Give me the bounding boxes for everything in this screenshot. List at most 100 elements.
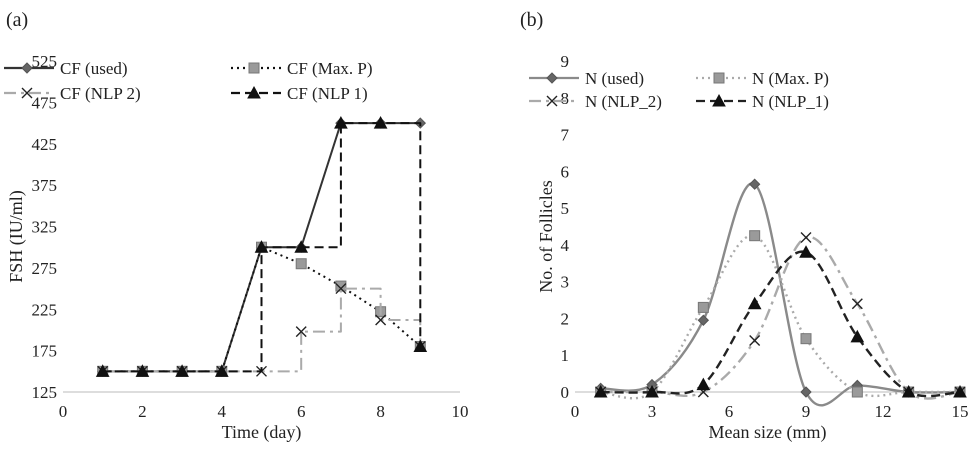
y-axis-label: No. of Follicles xyxy=(536,180,556,293)
data-point xyxy=(135,364,150,377)
data-point xyxy=(851,298,863,310)
y-axis-label: FSH (IU/ml) xyxy=(6,190,27,283)
data-point xyxy=(413,339,428,352)
data-point xyxy=(175,364,189,377)
x-axis-label: Mean size (mm) xyxy=(709,422,827,443)
data-point xyxy=(95,364,110,377)
data-point xyxy=(295,258,307,270)
legend-label: CF (NLP 1) xyxy=(287,84,368,103)
series-b-3 xyxy=(595,232,966,400)
data-point xyxy=(901,384,916,398)
legend-marker xyxy=(712,93,726,107)
data-point xyxy=(334,116,348,129)
x-tick-label: 12 xyxy=(875,402,892,421)
x-tick-label: 3 xyxy=(648,402,657,421)
legend-label: N (NLP_2) xyxy=(585,92,662,111)
x-tick-label: 6 xyxy=(297,402,306,421)
data-point xyxy=(294,240,309,253)
y-tick-label: 425 xyxy=(32,135,58,154)
legend-marker xyxy=(21,87,33,99)
x-tick-label: 0 xyxy=(59,402,68,421)
data-point xyxy=(593,384,608,398)
series-b-4 xyxy=(593,245,967,398)
data-point xyxy=(747,296,762,310)
data-point xyxy=(645,384,659,398)
legend-marker xyxy=(713,72,725,84)
y-tick-label: 375 xyxy=(32,176,58,195)
data-point xyxy=(696,377,711,391)
legend-entry: N (used) xyxy=(529,69,644,88)
legend-label: CF (used) xyxy=(60,59,128,78)
legend-entry: N (NLP_2) xyxy=(529,92,662,111)
series-line xyxy=(600,235,961,400)
legend-label: N (used) xyxy=(585,69,644,88)
y-tick-label: 325 xyxy=(32,218,58,237)
legend-marker xyxy=(247,85,261,99)
data-point xyxy=(214,364,229,377)
data-point xyxy=(953,384,967,398)
y-tick-label: 1 xyxy=(561,346,570,365)
legend-entry: CF (used) xyxy=(4,59,128,78)
data-point xyxy=(800,333,812,345)
series-line xyxy=(600,250,961,398)
data-point xyxy=(748,178,761,190)
data-point xyxy=(697,314,710,326)
x-tick-label: 10 xyxy=(452,402,469,421)
x-tick-label: 4 xyxy=(218,402,227,421)
legend-marker xyxy=(546,95,558,107)
legend-entry: CF (NLP 1) xyxy=(231,84,368,103)
legend-marker xyxy=(248,62,260,74)
legend-label: CF (Max. P) xyxy=(287,59,372,78)
legend-label: N (Max. P) xyxy=(752,69,829,88)
x-tick-label: 6 xyxy=(725,402,734,421)
data-point xyxy=(749,335,761,347)
legend-label: CF (NLP 2) xyxy=(60,84,141,103)
data-point xyxy=(295,326,307,338)
x-tick-label: 9 xyxy=(802,402,811,421)
x-tick-label: 0 xyxy=(571,402,580,421)
y-tick-label: 7 xyxy=(561,126,570,145)
series-b-1 xyxy=(594,178,966,407)
panel-label: (a) xyxy=(6,9,28,31)
legend-label: N (NLP_1) xyxy=(752,92,829,111)
y-tick-label: 2 xyxy=(561,309,570,328)
y-tick-label: 225 xyxy=(32,300,58,319)
legend-entry: CF (NLP 2) xyxy=(4,84,141,103)
panel-label: (b) xyxy=(520,9,543,31)
series-line xyxy=(102,246,421,373)
data-point xyxy=(851,386,863,398)
y-tick-label: 8 xyxy=(561,89,570,108)
legend-entry: N (Max. P) xyxy=(696,69,829,88)
x-tick-label: 8 xyxy=(376,402,385,421)
y-tick-label: 6 xyxy=(561,162,570,181)
data-point xyxy=(335,283,347,295)
data-point xyxy=(373,116,388,129)
series-b-2 xyxy=(595,230,966,400)
y-tick-label: 0 xyxy=(561,383,570,402)
legend-entry: N (NLP_1) xyxy=(696,92,829,111)
y-tick-label: 4 xyxy=(561,236,570,255)
legend-marker xyxy=(21,62,33,74)
y-tick-label: 175 xyxy=(32,342,58,361)
y-tick-label: 9 xyxy=(561,52,570,71)
data-point xyxy=(799,245,813,258)
x-tick-label: 2 xyxy=(138,402,147,421)
data-point xyxy=(697,301,709,313)
series-line xyxy=(600,182,961,407)
data-point xyxy=(800,232,812,244)
y-tick-label: 5 xyxy=(561,199,570,218)
x-tick-label: 15 xyxy=(952,402,968,421)
y-tick-label: 125 xyxy=(32,383,58,402)
data-point xyxy=(254,240,269,253)
y-tick-label: 525 xyxy=(32,52,58,71)
data-point xyxy=(850,329,865,343)
series-line xyxy=(102,122,422,373)
data-point xyxy=(800,386,812,398)
series-line xyxy=(600,234,960,400)
y-tick-label: 3 xyxy=(561,273,570,292)
y-tick-label: 275 xyxy=(32,259,58,278)
data-point xyxy=(749,230,761,242)
legend-marker xyxy=(546,72,558,84)
data-point xyxy=(375,314,387,326)
